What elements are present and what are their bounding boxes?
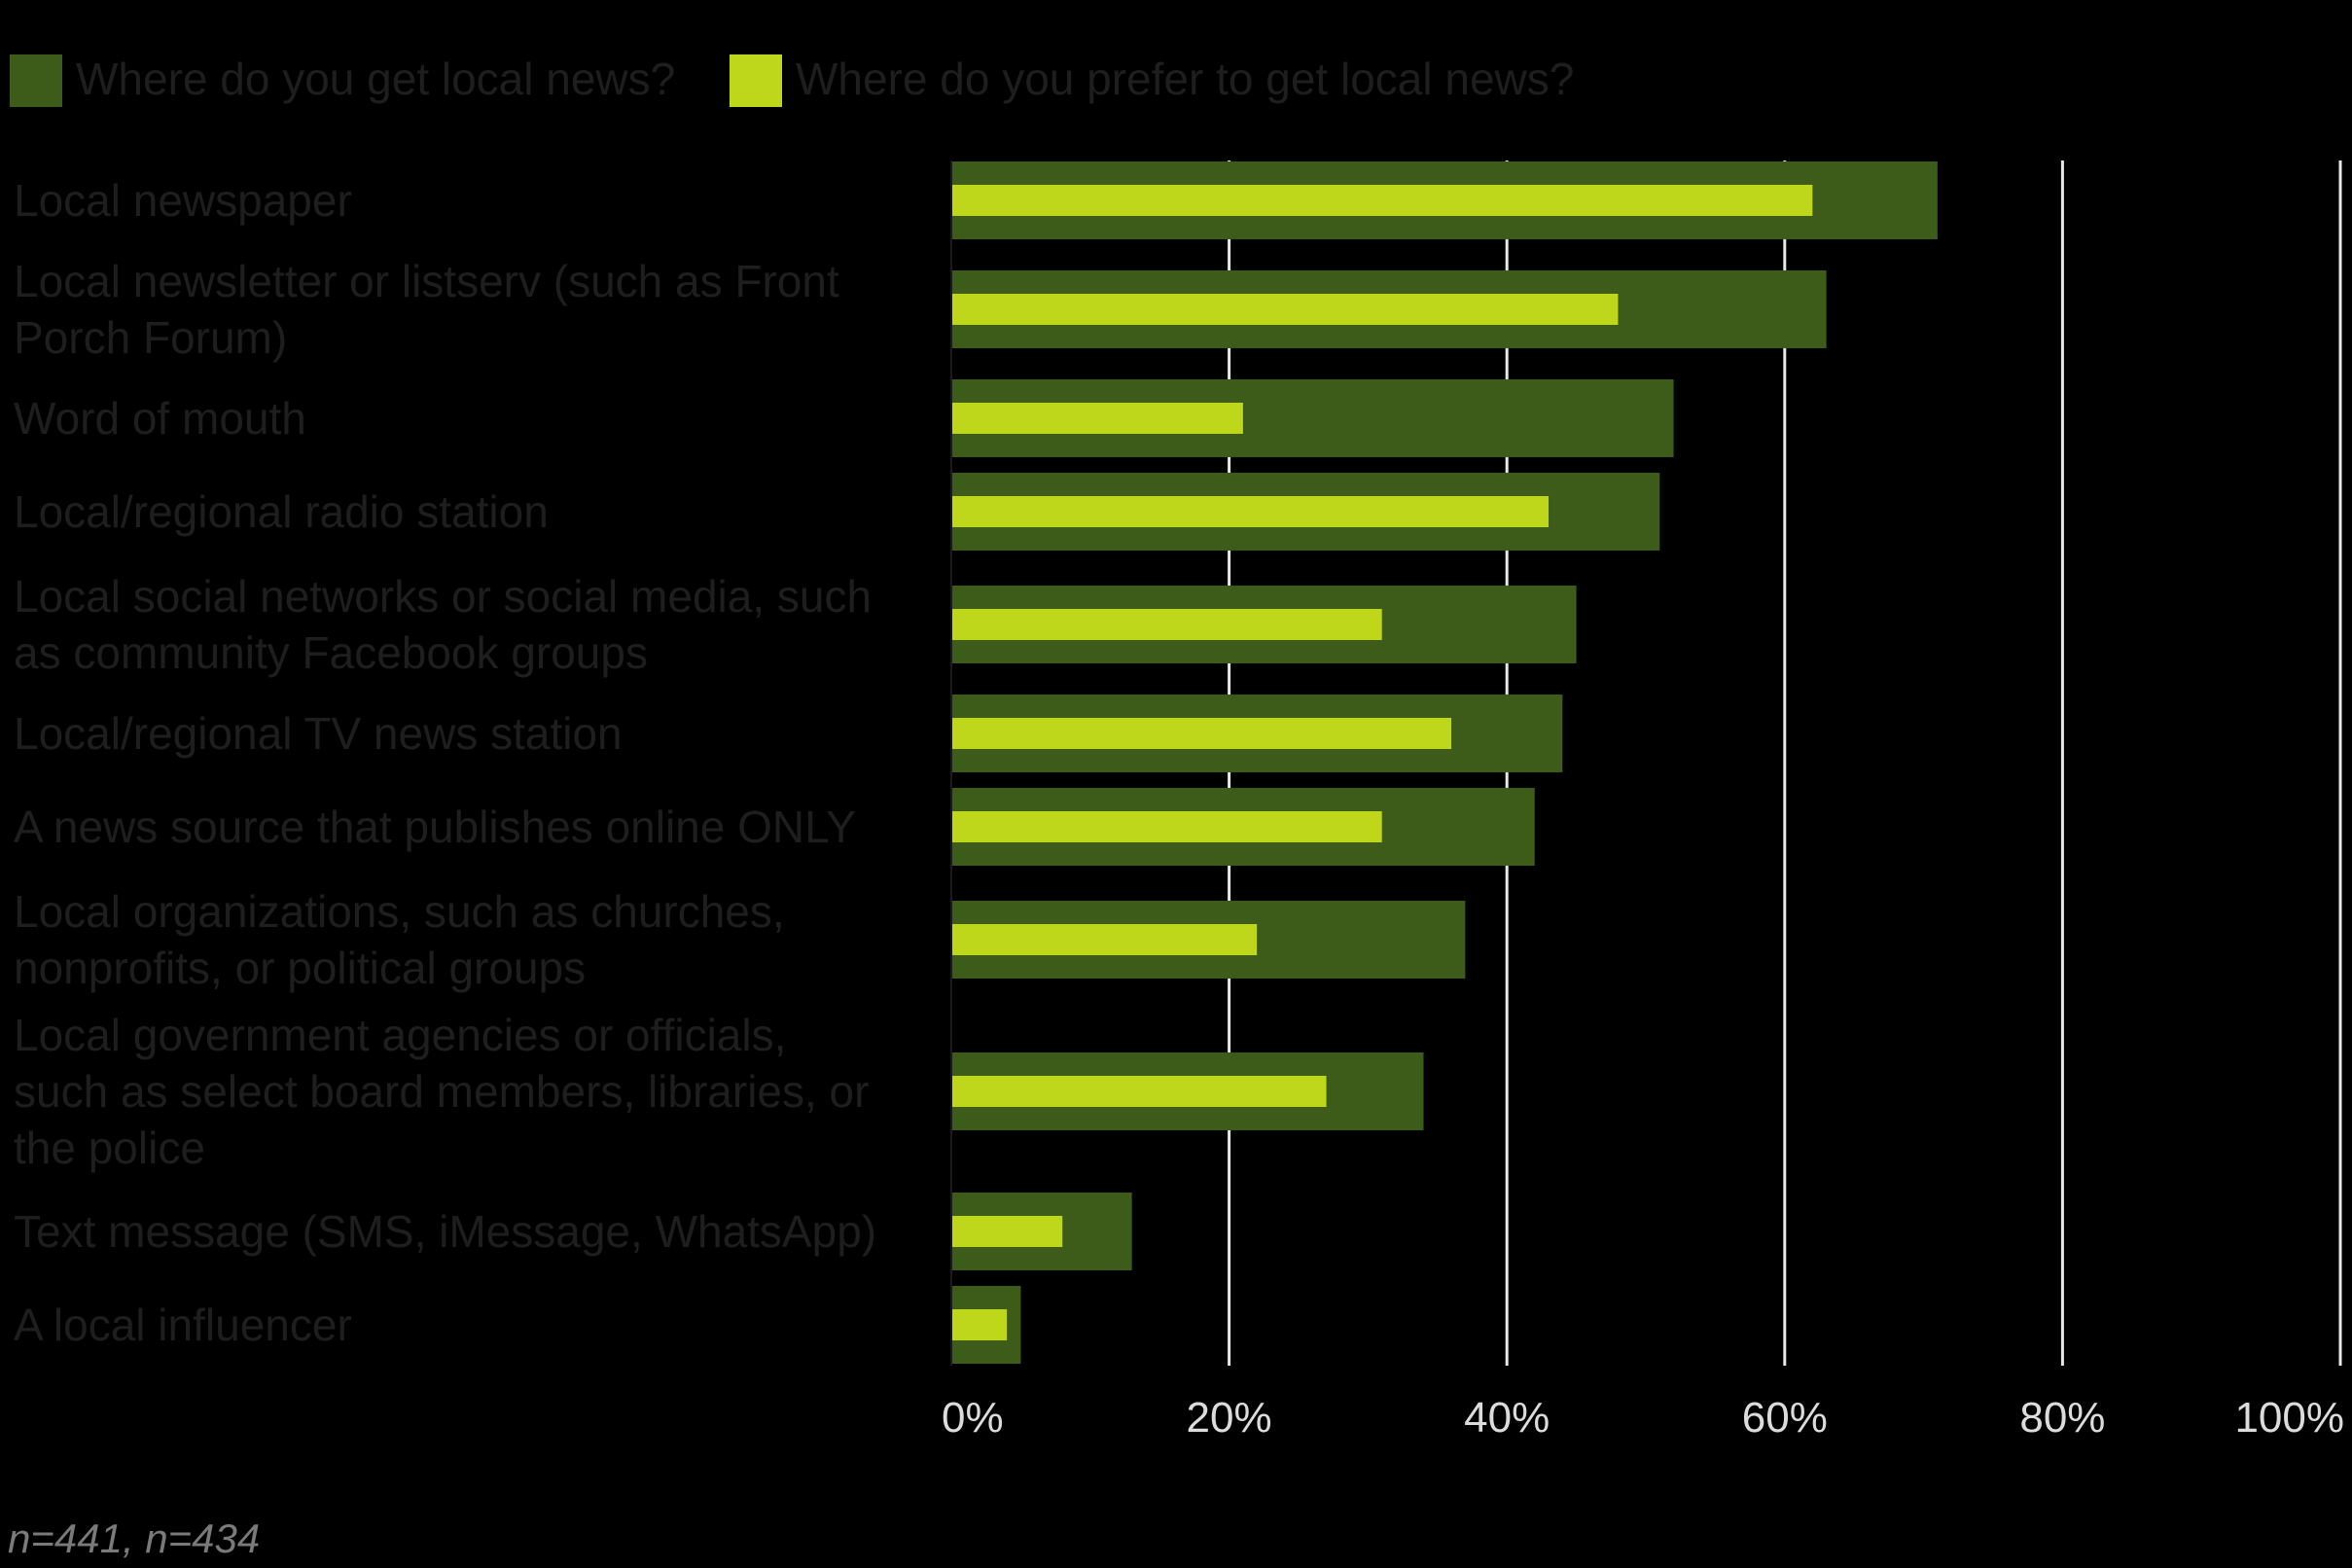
category-labels: Local newspaper Local newsletter or lists… [14, 175, 876, 1350]
bar-prefer-local-news [951, 403, 1243, 434]
category-label: Local newsletter or listserv (such as Fr… [14, 256, 839, 363]
category-label: Word of mouth [14, 393, 306, 444]
legend-label: Where do you get local news? [76, 53, 675, 104]
bar-prefer-local-news [951, 811, 1382, 842]
legend: Where do you get local news? Where do you… [10, 53, 1574, 107]
bar-prefer-local-news [951, 1076, 1327, 1107]
category-label: A news source that publishes online ONLY [14, 802, 856, 852]
category-label: Local/regional radio station [14, 486, 549, 537]
category-label: Local/regional TV news station [14, 708, 623, 759]
category-label: Local social networks or social media, s… [14, 571, 872, 678]
x-tick-label: 100% [2234, 1394, 2344, 1442]
bar-prefer-local-news [951, 294, 1619, 325]
bar-prefer-local-news [951, 185, 1813, 216]
category-label: Local newspaper [14, 175, 352, 226]
bar-prefer-local-news [951, 609, 1382, 640]
category-label: Text message (SMS, iMessage, WhatsApp) [14, 1206, 876, 1257]
sample-size-note: n=441, n=434 [8, 1515, 260, 1561]
x-tick-label: 60% [1742, 1394, 1828, 1442]
x-tick-labels: 0% 20% 40% 60% 80% 100% [942, 1394, 2344, 1442]
bar-prefer-local-news [951, 718, 1452, 749]
bars [951, 161, 1938, 1364]
bar-prefer-local-news [951, 496, 1550, 527]
x-tick-label: 20% [1187, 1394, 1272, 1442]
x-tick-label: 40% [1464, 1394, 1550, 1442]
bar-prefer-local-news [951, 924, 1258, 955]
bar-prefer-local-news [951, 1216, 1063, 1247]
category-label: Local government agencies or officials, s… [14, 1010, 869, 1173]
legend-swatch [730, 54, 782, 107]
legend-label: Where do you prefer to get local news? [796, 53, 1574, 104]
x-tick-label: 0% [942, 1394, 1004, 1442]
legend-swatch [10, 54, 62, 107]
category-label: A local influencer [14, 1300, 352, 1350]
bar-prefer-local-news [951, 1309, 1008, 1340]
category-label: Local organizations, such as churches, no… [14, 886, 785, 993]
x-tick-label: 80% [2019, 1394, 2105, 1442]
gridlines [1228, 160, 2342, 1366]
